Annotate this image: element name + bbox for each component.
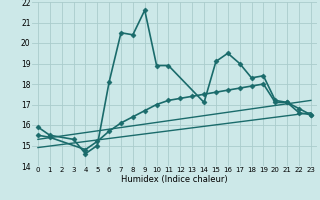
- X-axis label: Humidex (Indice chaleur): Humidex (Indice chaleur): [121, 175, 228, 184]
